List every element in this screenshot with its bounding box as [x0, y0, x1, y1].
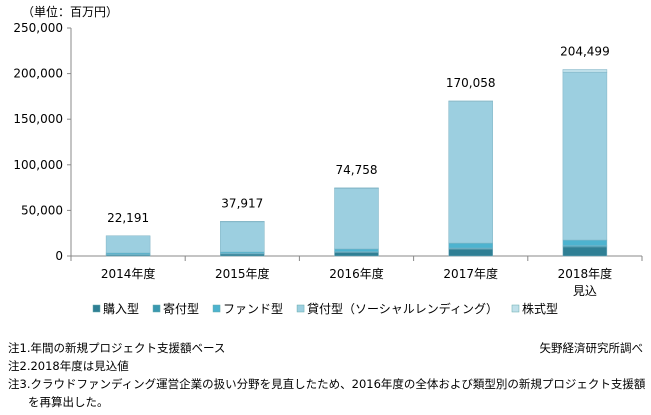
bar-segment-3 — [562, 71, 608, 241]
bar-segment-3 — [105, 235, 151, 254]
unit-label: （単位：百万円） — [22, 4, 118, 19]
bar-segment-3 — [448, 101, 493, 244]
legend-label: 株式型 — [522, 301, 558, 316]
y-tick-label: 100,000 — [13, 158, 63, 172]
bar-segment-4 — [220, 221, 265, 223]
legend-swatch-0 — [92, 304, 101, 313]
legend-label: 貸付型（ソーシャルレンディング） — [307, 301, 498, 316]
total-data-label: 170,058 — [446, 76, 496, 90]
total-data-label: 74,758 — [336, 163, 378, 177]
legend-swatch-4 — [511, 304, 520, 313]
y-tick-label: 0 — [55, 249, 63, 263]
bar-segment-2 — [562, 239, 608, 247]
bar-segment-2 — [334, 248, 379, 252]
total-data-label: 22,191 — [107, 211, 149, 225]
total-data-label: 37,917 — [221, 196, 263, 210]
y-tick-label: 200,000 — [13, 67, 63, 81]
legend-label: ファンド型 — [223, 302, 283, 316]
x-tick-sublabel: 見込 — [573, 284, 597, 298]
note-3-continued: を再算出した。 — [28, 395, 109, 409]
x-tick-label: 2017年度 — [443, 266, 498, 281]
bar-segment-3 — [334, 188, 379, 250]
x-tick-label: 2018年度 — [558, 266, 613, 281]
legend-swatch-1 — [152, 304, 161, 313]
x-tick-label: 2015年度 — [215, 266, 270, 281]
legend-swatch-3 — [296, 304, 305, 313]
note-3: 注3.クラウドファンディング運営企業の扱い分野を見直したため、2016年度の全体… — [8, 377, 646, 391]
bar-segment-4 — [562, 69, 608, 73]
bar-segment-0 — [334, 252, 379, 257]
bar-segment-4 — [448, 100, 493, 102]
total-data-label: 204,499 — [560, 44, 610, 58]
note-1: 注1.年間の新規プロジェクト支援額ベース — [8, 341, 226, 355]
x-tick-label: 2016年度 — [329, 266, 384, 281]
stacked-bar-chart: （単位：百万円） 0 50,000 100,000 150,000 200,000 250… — [13, 4, 643, 316]
y-tick-label: 250,000 — [13, 21, 63, 35]
legend-swatch-2 — [212, 304, 221, 313]
bar-segment-0 — [448, 248, 493, 257]
bar-segment-3 — [220, 221, 265, 253]
x-tick-label: 2014年度 — [101, 266, 156, 281]
legend-label: 購入型 — [103, 302, 139, 316]
bar-segment-4 — [334, 187, 379, 189]
source-credit: 矢野経済研究所調べ — [539, 341, 644, 355]
bar-segment-2 — [448, 242, 493, 249]
bar-segment-0 — [562, 246, 608, 257]
y-tick-label: 150,000 — [13, 112, 63, 126]
legend-label: 寄付型 — [163, 301, 199, 316]
y-tick-label: 50,000 — [21, 203, 63, 217]
note-2: 注2.2018年度は見込値 — [8, 359, 129, 373]
